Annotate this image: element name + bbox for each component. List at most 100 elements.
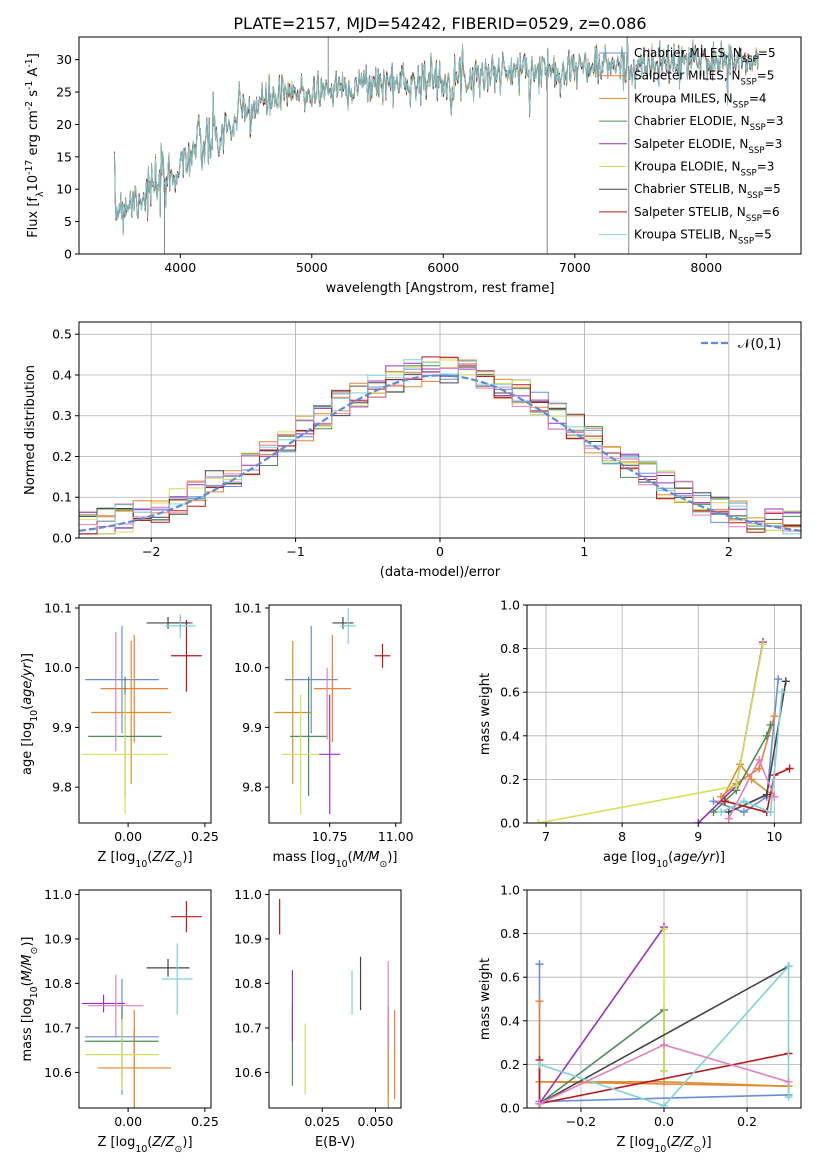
series-line-8 <box>539 964 790 1107</box>
legend-label: 𝒩(0,1) <box>738 337 781 352</box>
z-age-ylabel: age [log10(age/yr)] <box>20 653 40 775</box>
spectrum-axes: 4000 5000 6000 7000 8000 0 5 10 15 20 25 30 <box>56 36 802 275</box>
mass-age-axes: 10.75 11.00 9.8 9.9 10.0 10.1 <box>234 600 413 844</box>
x-tick-label: 0 <box>436 544 444 559</box>
plot-frame <box>78 36 802 255</box>
x-tick-label: −2 <box>142 544 160 559</box>
y-tick-label: 10.0 <box>234 660 262 675</box>
x-tick-label: 9 <box>694 829 702 844</box>
y-tick-label: 0.6 <box>500 685 520 700</box>
x-tick-label: 7000 <box>559 260 591 275</box>
plot-frame <box>78 889 212 1109</box>
series-marker <box>709 797 718 806</box>
y-tick-label: 10.6 <box>234 1065 262 1080</box>
spectrum-legend: Chabrier MILES, NSSP=5 Salpeter MILES, NS… <box>599 46 783 247</box>
mass-age-xlabel: mass [log10(M/M⊙)] <box>273 850 398 870</box>
y-tick-label: 0.0 <box>500 1101 520 1116</box>
plot-frame <box>268 889 402 1109</box>
x-tick-label: 10 <box>766 829 782 844</box>
plot-frame <box>268 604 402 824</box>
x-tick-label: 5000 <box>296 260 328 275</box>
series-marker <box>739 797 748 806</box>
x-tick-label: −0.2 <box>566 1114 596 1129</box>
series-marker <box>770 792 779 801</box>
x-tick-label: 6000 <box>427 260 459 275</box>
age-weight-axes: 7 8 9 10 0.0 0.2 0.4 0.6 0.8 1.0 <box>500 598 802 844</box>
series-marker <box>762 790 771 799</box>
x-tick-label: 0.2 <box>737 1114 757 1129</box>
legend-label: Kroupa ELODIE, NSSP=3 <box>634 160 774 179</box>
series-marker <box>535 1099 544 1108</box>
x-tick-label: 0.00 <box>114 829 142 844</box>
series-marker <box>762 731 771 740</box>
series-marker <box>660 925 668 934</box>
series-line-6 <box>539 965 789 1105</box>
y-tick-label: 0.2 <box>500 772 520 787</box>
ebv-mass-xlabel: E(B-V) <box>315 1135 355 1150</box>
series-marker <box>535 1060 544 1069</box>
series-marker <box>660 1040 668 1049</box>
x-tick-label: 0.025 <box>304 1114 340 1129</box>
y-tick-label: 0.0 <box>500 816 520 831</box>
y-tick-label: 11.0 <box>234 887 262 902</box>
y-tick-label: 9.9 <box>242 720 262 735</box>
series-line-0 <box>713 679 779 813</box>
legend-label: Chabrier ELODIE, NSSP=3 <box>634 114 783 133</box>
x-tick-label: 8000 <box>690 260 722 275</box>
y-tick-label: 9.8 <box>242 780 262 795</box>
z-weight-axes: −0.2 0.0 0.2 0.0 0.2 0.4 0.6 0.8 1.0 <box>500 883 802 1129</box>
series-marker <box>777 688 786 697</box>
x-tick-label: 1 <box>580 544 588 559</box>
y-tick-label: 30 <box>56 52 72 67</box>
histogram-step-7 <box>79 356 801 538</box>
plot-frame <box>526 889 802 1109</box>
y-tick-label: 11.0 <box>44 887 72 902</box>
x-tick-label: 7 <box>542 829 550 844</box>
y-tick-label: 0.2 <box>52 449 72 464</box>
figure-title: PLATE=2157, MJD=54242, FIBERID=0529, z=0… <box>233 14 646 33</box>
y-tick-label: 10.1 <box>44 600 72 615</box>
z-weight-ylabel: mass weight <box>478 958 493 1040</box>
age-weight-xlabel: age [log10(age/yr)] <box>603 850 725 870</box>
y-tick-label: 0.2 <box>500 1057 520 1072</box>
z-age-xlabel: Z [log10(Z/Z⊙)] <box>97 850 192 870</box>
y-tick-label: 10.6 <box>44 1065 72 1080</box>
series-marker <box>781 677 790 686</box>
series-line-1 <box>720 715 776 798</box>
legend-label: Kroupa MILES, NSSP=4 <box>634 91 767 110</box>
series-marker <box>739 808 748 817</box>
series-marker <box>758 640 767 649</box>
series-marker <box>784 962 793 971</box>
series-marker <box>755 764 764 773</box>
y-tick-label: 10.9 <box>234 931 262 946</box>
z-mass-axes: 0.00 0.25 10.6 10.7 10.8 10.9 11.0 <box>44 887 219 1129</box>
y-tick-label: 0.1 <box>52 490 72 505</box>
y-tick-label: 0 <box>64 247 72 262</box>
plot-frame <box>78 604 212 824</box>
z-mass-ylabel: mass [log10(M/M⊙)] <box>20 937 40 1062</box>
age-weight-series <box>534 638 794 823</box>
y-tick-label: 0.8 <box>500 641 520 656</box>
spectrum-lines <box>114 37 759 254</box>
series-marker <box>732 781 741 790</box>
gaussian-curve <box>79 374 801 532</box>
spectrum-xlabel: wavelength [Angstrom, rest frame] <box>326 281 555 296</box>
y-tick-label: 0.4 <box>52 367 72 382</box>
y-tick-label: 10.1 <box>234 600 262 615</box>
y-tick-label: 0.4 <box>500 1013 520 1028</box>
series-marker <box>535 997 544 1006</box>
y-tick-label: 0.5 <box>52 327 72 342</box>
y-tick-label: 0.8 <box>500 926 520 941</box>
ebv-mass-points <box>279 898 396 1108</box>
ebv-mass-axes: 0.025 0.050 10.6 10.7 10.8 10.9 11.0 <box>234 887 402 1129</box>
y-tick-label: 10.7 <box>234 1020 262 1035</box>
y-tick-label: 10 <box>56 182 72 197</box>
legend-label: Chabrier MILES, NSSP=5 <box>634 46 776 65</box>
plot-frame <box>526 604 802 824</box>
x-tick-label: −1 <box>286 544 304 559</box>
legend-label: Kroupa STELIB, NSSP=5 <box>634 228 772 247</box>
y-tick-label: 0.4 <box>500 728 520 743</box>
series-line-3 <box>539 1008 665 1105</box>
y-tick-label: 10.8 <box>234 976 262 991</box>
x-tick-label: 8 <box>618 829 626 844</box>
